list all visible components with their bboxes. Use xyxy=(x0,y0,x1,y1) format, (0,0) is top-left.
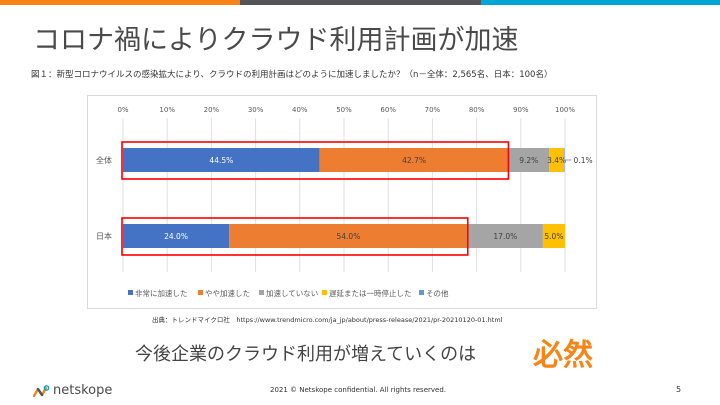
conclusion-text: 今後企業のクラウド利用が増えていくのは xyxy=(135,344,477,365)
data-label: 0.1% xyxy=(574,156,593,165)
x-tick-label: 90% xyxy=(513,106,529,114)
category-label: 全体 xyxy=(96,155,112,165)
data-label: 24.0% xyxy=(164,232,188,241)
bar-segment xyxy=(123,148,320,172)
x-tick-label: 30% xyxy=(248,106,264,114)
legend-label: やや加速した xyxy=(205,288,250,298)
x-tick-label: 100% xyxy=(555,106,575,114)
bar-segment xyxy=(123,224,230,248)
legend-swatch xyxy=(419,290,424,295)
copyright-notice: 2021 © Netskope confidential. All rights… xyxy=(270,386,447,394)
page-number: 5 xyxy=(676,385,682,394)
x-tick-label: 70% xyxy=(425,106,441,114)
bar-segment xyxy=(542,224,565,248)
x-tick-label: 0% xyxy=(117,106,128,114)
legend-swatch xyxy=(198,290,203,295)
netskope-logo: netskope xyxy=(33,383,112,398)
legend-swatch xyxy=(322,290,327,295)
highlight-box xyxy=(121,141,510,180)
data-label: 3.4% xyxy=(547,156,566,165)
netskope-logo-icon xyxy=(33,384,49,397)
data-label: 54.0% xyxy=(337,232,361,241)
bar-segment xyxy=(229,224,468,248)
legend-label: その他 xyxy=(426,288,449,298)
chart-frame xyxy=(87,95,597,309)
x-tick-label: 10% xyxy=(159,106,175,114)
bar-segment xyxy=(467,224,543,248)
page-title: コロナ禍によりクラウド利用計画が加速 xyxy=(33,25,519,56)
data-label: 5.0% xyxy=(544,232,563,241)
figure-caption: 図１：新型コロナウイルスの感染拡大により、クラウドの利用計画はどのように加速しま… xyxy=(31,70,553,80)
legend-swatch xyxy=(128,290,133,295)
bar-segment xyxy=(508,148,550,172)
bar-segment xyxy=(319,148,509,172)
category-label: 日本 xyxy=(96,231,112,241)
data-label: 17.0% xyxy=(493,232,517,241)
legend-label: 非常に加速した xyxy=(135,288,188,298)
accent-bar-orange xyxy=(0,0,240,5)
x-tick-label: 60% xyxy=(380,106,396,114)
data-label: 44.5% xyxy=(209,156,233,165)
x-tick-label: 40% xyxy=(292,106,308,114)
x-tick-label: 20% xyxy=(204,106,220,114)
x-tick-label: 80% xyxy=(469,106,485,114)
source-citation: 出典：トレンドマイクロ社 https://www.trendmicro.com/… xyxy=(152,316,503,324)
bar-segment xyxy=(549,148,565,172)
accent-bar-blue xyxy=(481,0,720,5)
legend-swatch xyxy=(259,290,264,295)
data-label: 42.7% xyxy=(402,156,426,165)
accent-bar-gray xyxy=(240,0,481,5)
x-tick-label: 50% xyxy=(336,106,352,114)
bar-segment xyxy=(564,148,565,172)
logo-text: netskope xyxy=(53,383,113,398)
highlight-box xyxy=(121,217,469,256)
legend-label: 加速していない xyxy=(266,288,318,298)
conclusion-emphasis: 必然 xyxy=(533,338,593,373)
legend-label: 遅延または一時停止した xyxy=(329,288,412,298)
data-label: 9.2% xyxy=(519,156,538,165)
